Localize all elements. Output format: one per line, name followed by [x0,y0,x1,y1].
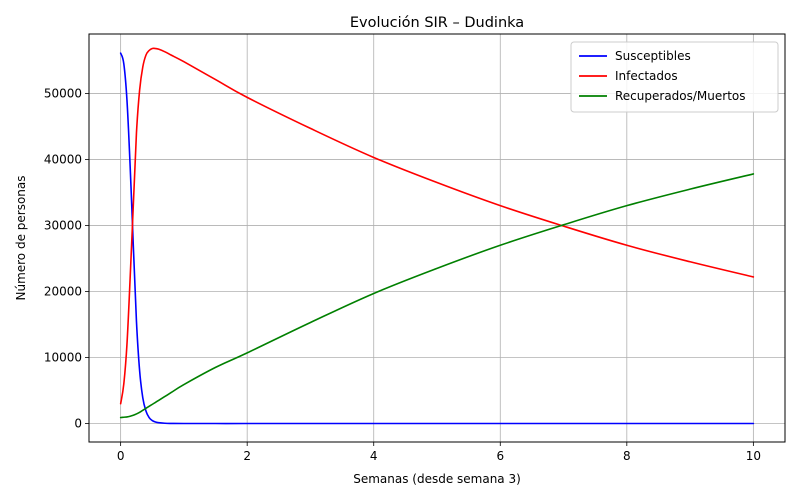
y-tick-label: 10000 [44,350,82,364]
chart-title: Evolución SIR – Dudinka [350,15,524,31]
legend: Susceptibles Infectados Recuperados/Muerto… [570,41,779,113]
x-tick-label: 2 [243,449,251,463]
x-tick-label: 10 [746,449,761,463]
x-tick-label: 0 [117,449,125,463]
y-tick-label: 0 [74,417,82,431]
y-axis-label: Número de personas [14,175,28,300]
series-lines [119,47,755,425]
series-line-infectados [119,47,755,405]
y-tick-label: 30000 [44,218,82,232]
x-tick-label: 8 [623,449,631,463]
series-line-recuperados-muertos [119,173,755,419]
x-axis-label: Semanas (desde semana 3) [353,472,521,486]
legend-label: Recuperados/Muertos [615,89,746,103]
x-tick-label: 6 [496,449,504,463]
x-tick-label: 4 [370,449,378,463]
plot-frame [88,33,786,443]
legend-box [570,41,779,113]
legend-label: Infectados [615,69,678,83]
axis-ticks: 0 2 4 6 8 10 0 10000 20000 30000 40000 50000 [44,86,761,463]
series-line-susceptibles [119,52,755,425]
y-tick-label: 40000 [44,152,82,166]
legend-label: Susceptibles [615,49,691,63]
y-tick-label: 20000 [44,284,82,298]
y-tick-label: 50000 [44,86,82,100]
